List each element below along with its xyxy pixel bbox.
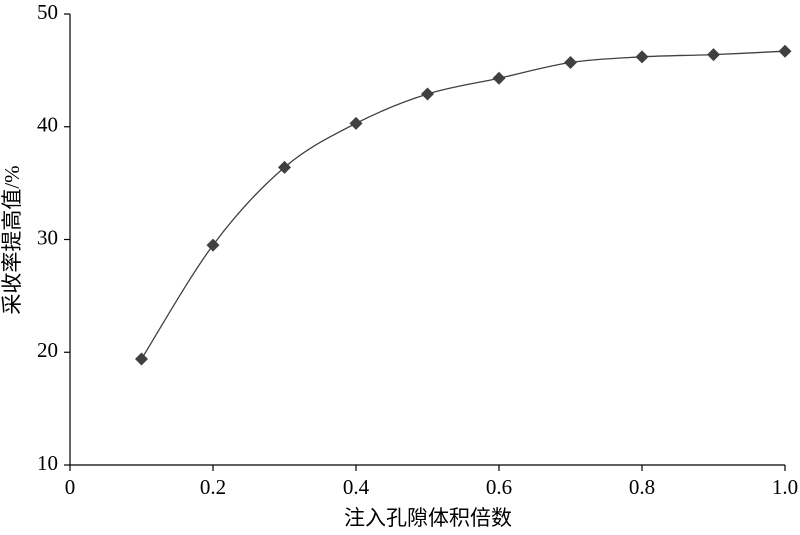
line [140, 50, 786, 360]
x-axis-label: 注入孔隙体积倍数 [344, 506, 512, 530]
x-tick-label: 0.4 [343, 475, 370, 499]
y-tick-label: 10 [37, 451, 58, 475]
marker [421, 87, 434, 101]
y-tick-label: 50 [37, 0, 58, 24]
x-tick-label: 0.6 [486, 475, 512, 499]
y-tick-label: 30 [37, 225, 58, 249]
marker [707, 48, 720, 62]
marker [278, 160, 291, 174]
y-tick-label: 20 [37, 338, 58, 362]
marker [778, 44, 792, 58]
marker [492, 71, 506, 85]
y-axis-label: 采收率提高值/% [0, 165, 24, 314]
marker [135, 352, 148, 366]
marker [206, 238, 220, 252]
marker [564, 55, 577, 69]
x-tick-label: 0.2 [200, 475, 226, 499]
marker [349, 116, 363, 130]
y-tick-label: 40 [37, 113, 58, 137]
x-tick-label: 0 [65, 475, 76, 499]
marker [635, 50, 649, 64]
x-tick-label: 1.0 [772, 475, 798, 499]
x-tick-label: 0.8 [629, 475, 655, 499]
